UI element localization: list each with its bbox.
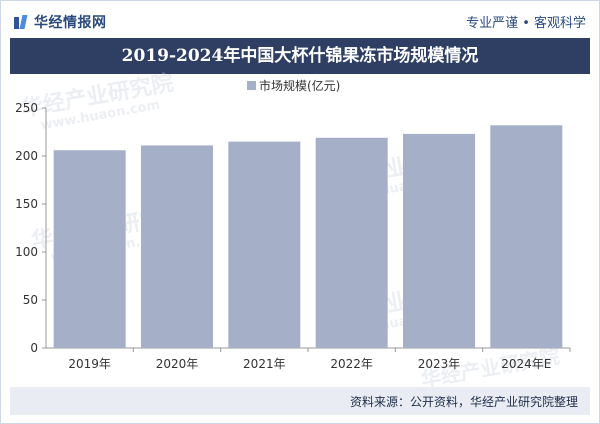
chart-title: 2019-2024年中国大杯什锦果冻市场规模情况: [10, 38, 590, 74]
x-tick-label: 2024年E: [501, 357, 551, 371]
footer: 资料来源：公开资料，华经产业研究院整理: [10, 387, 590, 415]
x-tick-label: 2023年: [418, 357, 461, 371]
y-tick-label: 250: [15, 101, 38, 115]
bar: [315, 137, 388, 348]
top-bar: 华经情报网 专业严谨 • 客观科学: [0, 0, 600, 36]
bar: [141, 145, 213, 348]
source-note: 资料来源：公开资料，华经产业研究院整理: [349, 395, 578, 409]
logo-text: 华经情报网: [34, 15, 107, 31]
bar: [403, 133, 475, 348]
axes: [42, 107, 571, 352]
x-tick-label: 2020年: [156, 357, 199, 371]
bar: [53, 150, 126, 348]
x-tick-labels: 2019年 2020年 2021年 2022年 2023年 2024年E: [68, 357, 551, 371]
logo-icon: [14, 15, 28, 29]
y-tick-labels: 0 50 100 150 200 250: [15, 101, 38, 355]
legend-swatch: [247, 81, 256, 90]
logo: 华经情报网: [14, 12, 107, 32]
y-tick-label: 0: [30, 341, 38, 355]
x-tick-label: 2022年: [330, 357, 373, 371]
y-tick-label: 150: [15, 197, 38, 211]
bar: [490, 125, 563, 348]
x-tick-label: 2021年: [243, 357, 286, 371]
y-tick-label: 100: [15, 245, 38, 259]
slogan: 专业严谨 • 客观科学: [466, 16, 586, 31]
y-tick-label: 200: [15, 149, 38, 163]
legend: 市场规模(亿元): [247, 78, 340, 93]
bars: [53, 125, 563, 348]
legend-label: 市场规模(亿元): [259, 78, 340, 93]
y-tick-label: 50: [23, 293, 38, 307]
bar: [228, 141, 301, 348]
x-tick-label: 2019年: [68, 357, 111, 371]
